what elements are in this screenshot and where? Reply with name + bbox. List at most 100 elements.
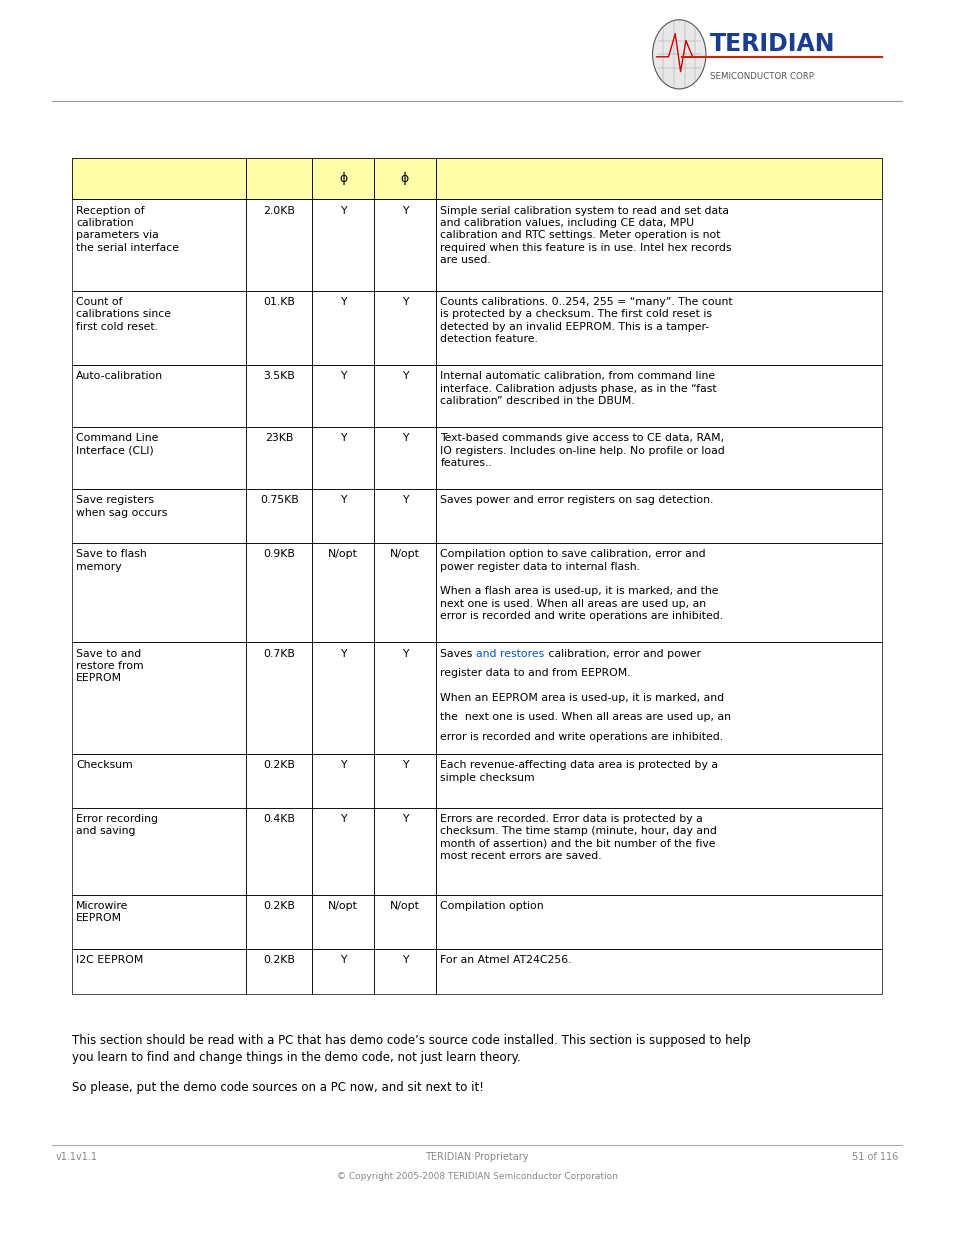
Text: Y: Y (401, 206, 408, 216)
Text: Y: Y (401, 372, 408, 382)
Bar (246, 290, 312, 366)
Text: For an Atmel AT24C256.: For an Atmel AT24C256. (440, 955, 571, 965)
Bar (71, 755, 246, 808)
Bar (246, 642, 312, 755)
Text: This section should be read with a PC that has demo code’s source code installed: This section should be read with a PC th… (71, 1034, 749, 1063)
Bar (312, 948, 374, 994)
Bar (312, 895, 374, 948)
Bar (71, 290, 246, 366)
Bar (312, 290, 374, 366)
Text: Y: Y (401, 433, 408, 443)
Text: 0.2KB: 0.2KB (263, 761, 294, 771)
Text: 0.7KB: 0.7KB (263, 648, 294, 658)
Bar (374, 427, 436, 489)
Bar (71, 366, 246, 427)
Text: TERIDIAN Proprietary: TERIDIAN Proprietary (425, 1152, 528, 1162)
Bar (436, 290, 882, 366)
Bar (374, 642, 436, 755)
Text: Save registers
when sag occurs: Save registers when sag occurs (76, 495, 168, 517)
Text: ϕ: ϕ (400, 172, 409, 185)
Bar (436, 158, 882, 200)
Bar (436, 489, 882, 543)
Bar (374, 158, 436, 200)
Text: Y: Y (339, 433, 346, 443)
Text: the  next one is used. When all areas are used up, an: the next one is used. When all areas are… (440, 713, 731, 722)
Bar (312, 158, 374, 200)
Bar (246, 489, 312, 543)
Text: Y: Y (401, 814, 408, 824)
Text: Count of
calibrations since
first cold reset.: Count of calibrations since first cold r… (76, 296, 172, 331)
Bar (436, 427, 882, 489)
Text: Save to and
restore from
EEPROM: Save to and restore from EEPROM (76, 648, 144, 683)
Text: N/opt: N/opt (328, 550, 357, 559)
Bar (436, 642, 882, 755)
Text: Y: Y (401, 955, 408, 965)
Text: 51 of 116: 51 of 116 (852, 1152, 898, 1162)
Bar (312, 755, 374, 808)
Text: 0.75KB: 0.75KB (259, 495, 298, 505)
Text: Y: Y (339, 955, 346, 965)
Text: 2.0KB: 2.0KB (263, 206, 294, 216)
Bar (71, 200, 246, 290)
Text: Microwire
EEPROM: Microwire EEPROM (76, 902, 129, 924)
Text: Save to flash
memory: Save to flash memory (76, 550, 147, 572)
Bar (436, 895, 882, 948)
Text: Y: Y (401, 495, 408, 505)
Bar (436, 200, 882, 290)
Bar (71, 489, 246, 543)
Bar (436, 755, 882, 808)
Text: register data to and from EEPROM.: register data to and from EEPROM. (440, 668, 630, 678)
Text: Y: Y (401, 648, 408, 658)
Text: Y: Y (339, 206, 346, 216)
Text: TERIDIAN: TERIDIAN (709, 32, 835, 57)
Bar (71, 948, 246, 994)
Bar (374, 755, 436, 808)
Bar (246, 200, 312, 290)
Text: Error recording
and saving: Error recording and saving (76, 814, 158, 836)
Bar (436, 948, 882, 994)
Text: Internal automatic calibration, from command line
interface. Calibration adjusts: Internal automatic calibration, from com… (440, 372, 717, 406)
Text: I2C EEPROM: I2C EEPROM (76, 955, 144, 965)
Bar (246, 543, 312, 642)
Bar (374, 948, 436, 994)
Text: ϕ: ϕ (338, 172, 347, 185)
Text: calibration, error and power: calibration, error and power (544, 648, 700, 658)
Text: Y: Y (401, 761, 408, 771)
Bar (71, 895, 246, 948)
Bar (246, 808, 312, 895)
Text: So please, put the demo code sources on a PC now, and sit next to it!: So please, put the demo code sources on … (71, 1081, 483, 1094)
Text: and restores: and restores (476, 648, 544, 658)
Text: Compilation option to save calibration, error and
power register data to interna: Compilation option to save calibration, … (440, 550, 722, 621)
Bar (71, 543, 246, 642)
Bar (374, 895, 436, 948)
Text: v1.1v1.1: v1.1v1.1 (55, 1152, 97, 1162)
Bar (374, 200, 436, 290)
Text: 0.2KB: 0.2KB (263, 902, 294, 911)
Text: N/opt: N/opt (390, 902, 419, 911)
Bar (71, 158, 246, 200)
Text: Text-based commands give access to CE data, RAM,
IO registers. Includes on-line : Text-based commands give access to CE da… (440, 433, 724, 468)
Bar (246, 755, 312, 808)
Bar (436, 543, 882, 642)
Text: Saves power and error registers on sag detection.: Saves power and error registers on sag d… (440, 495, 713, 505)
Text: Y: Y (339, 814, 346, 824)
Text: Y: Y (339, 495, 346, 505)
Bar (312, 427, 374, 489)
Text: Y: Y (339, 296, 346, 306)
Bar (374, 808, 436, 895)
Text: Compilation option: Compilation option (440, 902, 543, 911)
Text: Y: Y (401, 296, 408, 306)
Bar (246, 948, 312, 994)
Text: 0.4KB: 0.4KB (263, 814, 294, 824)
Text: Reception of
calibration
parameters via
the serial interface: Reception of calibration parameters via … (76, 206, 179, 253)
Text: Y: Y (339, 761, 346, 771)
Bar (71, 808, 246, 895)
Circle shape (652, 20, 705, 89)
Bar (436, 366, 882, 427)
Bar (374, 290, 436, 366)
Text: 0.9KB: 0.9KB (263, 550, 294, 559)
Text: N/opt: N/opt (328, 902, 357, 911)
Text: Checksum: Checksum (76, 761, 132, 771)
Text: 01.KB: 01.KB (263, 296, 294, 306)
Bar (374, 366, 436, 427)
